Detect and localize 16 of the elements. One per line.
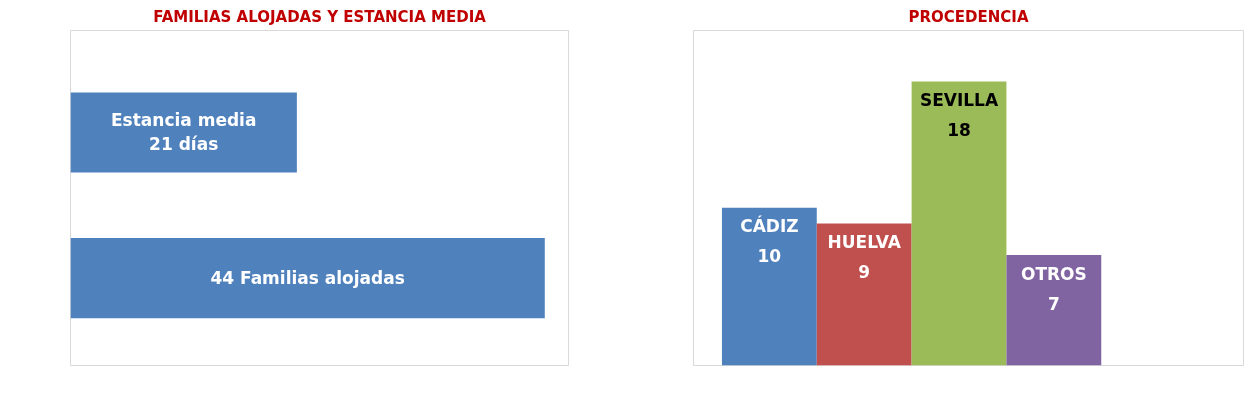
x-tick-label: CÁDIZ (740, 215, 799, 237)
bar (721, 207, 817, 366)
bar (816, 223, 912, 366)
data-label: 7 (1047, 293, 1060, 314)
x-tick-label: HUELVA (827, 232, 902, 253)
x-tick-label: SEVILLA (919, 90, 999, 111)
chart-title: FAMILIAS ALOJADAS Y ESTANCIA MEDIA (153, 7, 487, 26)
bar (1006, 255, 1102, 366)
bar (911, 81, 1007, 366)
data-label: 44 Familias alojadas (210, 268, 405, 289)
data-label: Estancia media 21 días (110, 110, 257, 155)
data-label: 10 (757, 246, 782, 267)
x-tick-label: OTROS (1020, 263, 1087, 284)
data-label: 18 (947, 120, 971, 141)
data-label: 9 (858, 262, 871, 283)
chart-title: PROCEDENCIA (908, 7, 1029, 26)
